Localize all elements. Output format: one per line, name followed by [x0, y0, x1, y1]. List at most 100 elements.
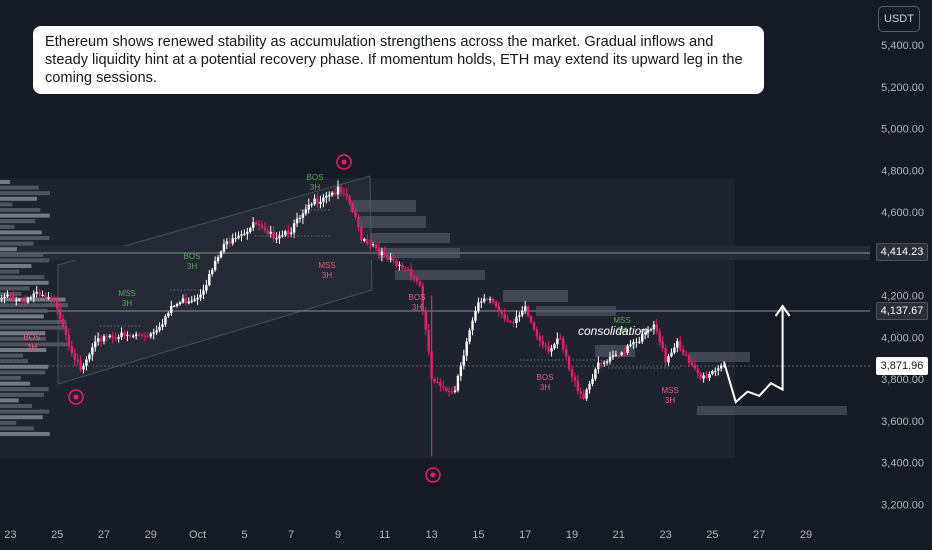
candle [638, 336, 641, 344]
candle-body [608, 357, 612, 362]
candle-body [690, 362, 694, 366]
candle [556, 332, 559, 349]
candle [240, 230, 243, 242]
candle-body [623, 352, 626, 354]
candle-body [483, 298, 486, 302]
time-tick-label: 23 [4, 529, 16, 541]
time-tick-label: 13 [425, 529, 437, 541]
volume-profile-bar [0, 219, 36, 224]
candle-body [661, 341, 664, 349]
currency-selector[interactable]: USDT [878, 6, 920, 32]
pivot-dot [430, 472, 436, 478]
price-tag-high-text: 4,414.23 [880, 246, 924, 258]
candle [608, 351, 612, 365]
candle [32, 290, 35, 303]
volume-profile-bar [0, 196, 38, 201]
candle [567, 354, 571, 372]
candle [173, 304, 176, 308]
candle-body [465, 341, 468, 356]
candle-body [439, 382, 442, 387]
candle [535, 326, 539, 341]
candle [711, 369, 714, 376]
candle-body [582, 393, 585, 399]
marker-type: BOS [24, 333, 41, 342]
candle-body [424, 310, 427, 330]
candle [661, 336, 664, 352]
candle-body [290, 232, 293, 235]
pivot-marker [336, 154, 352, 170]
marker-timeframe: 3H [540, 383, 550, 392]
candle-body [681, 349, 685, 355]
candle-body [292, 223, 296, 233]
candle [213, 256, 217, 272]
candles-layer [0, 180, 726, 457]
candle-body [281, 235, 284, 237]
candle-body [717, 368, 720, 371]
currency-label: USDT [884, 13, 914, 25]
candle [687, 352, 691, 368]
candle [260, 220, 264, 230]
candle-body [330, 192, 334, 196]
candle-body [497, 305, 501, 311]
projection-arrow-head [774, 304, 791, 317]
candle [427, 324, 430, 356]
candle [102, 334, 106, 345]
candle-body [673, 347, 676, 353]
candle-body [137, 334, 141, 336]
candle-body [53, 299, 56, 302]
candle [468, 328, 471, 345]
candle-body [269, 231, 272, 234]
candle-body [108, 335, 112, 338]
candle-body [404, 268, 407, 270]
candle-body [699, 373, 702, 379]
price-tick-label: 3,200.00 [881, 499, 924, 511]
candle [287, 225, 290, 239]
candle [284, 229, 287, 237]
candle-body [655, 324, 659, 332]
candle-body [251, 222, 255, 229]
candle-body [696, 368, 699, 374]
candle-body [23, 300, 27, 303]
candle-body [348, 196, 351, 204]
time-tick-label: 29 [800, 529, 812, 541]
pivot-dot [341, 159, 347, 165]
volume-profile-bar [0, 308, 48, 313]
candle-body [56, 301, 59, 309]
price-tick-label: 5,000.00 [881, 124, 924, 136]
candle [485, 297, 489, 301]
candle-body [550, 348, 553, 352]
order-block [360, 216, 426, 228]
candle [512, 318, 515, 328]
candle-body [67, 334, 71, 347]
candle [559, 334, 562, 341]
candle-body [257, 223, 261, 226]
candle-body [629, 344, 632, 346]
volume-profile-bar [0, 364, 49, 369]
candle-body [398, 264, 401, 266]
order-block [536, 306, 616, 316]
candle-body [20, 299, 24, 301]
candle [108, 334, 112, 339]
candle-body [155, 330, 158, 333]
price-tick-label: 4,800.00 [881, 165, 924, 177]
candle-body [336, 186, 340, 195]
candle-body [120, 332, 123, 338]
candle [246, 227, 249, 240]
candle [275, 232, 278, 244]
candle-body [687, 355, 691, 363]
order-block [690, 352, 750, 362]
candle-body [579, 391, 582, 394]
candle-body [620, 352, 623, 356]
candle-body [562, 338, 565, 350]
candle-body [196, 297, 199, 300]
candle [29, 295, 33, 301]
candle-body [94, 341, 97, 348]
candle-body [635, 341, 638, 343]
candle [524, 301, 527, 314]
candle [134, 331, 138, 340]
volume-profile-bar [0, 420, 17, 425]
candle-body [50, 297, 53, 300]
volume-profile-bar [0, 241, 34, 246]
candle-body [272, 231, 275, 239]
